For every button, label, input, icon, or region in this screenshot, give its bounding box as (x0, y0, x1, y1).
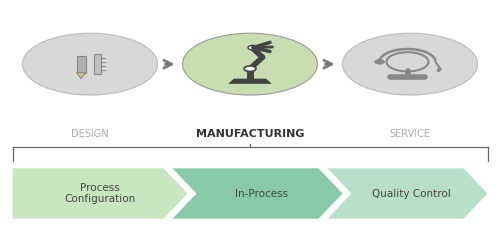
Circle shape (244, 66, 256, 71)
Polygon shape (94, 55, 101, 74)
Polygon shape (229, 79, 271, 84)
Circle shape (182, 33, 318, 95)
Polygon shape (12, 168, 188, 219)
Polygon shape (76, 73, 86, 78)
Text: DESIGN: DESIGN (71, 129, 109, 139)
Circle shape (248, 45, 258, 50)
Text: Process
Configuration: Process Configuration (64, 183, 136, 204)
Text: In-Process: In-Process (234, 188, 288, 199)
Polygon shape (172, 168, 342, 219)
Circle shape (342, 33, 477, 95)
Polygon shape (328, 168, 488, 219)
Circle shape (374, 60, 384, 64)
Text: SERVICE: SERVICE (390, 129, 430, 139)
Circle shape (22, 33, 158, 95)
Polygon shape (76, 56, 86, 73)
Text: Quality Control: Quality Control (372, 188, 450, 199)
Text: MANUFACTURING: MANUFACTURING (196, 129, 304, 139)
